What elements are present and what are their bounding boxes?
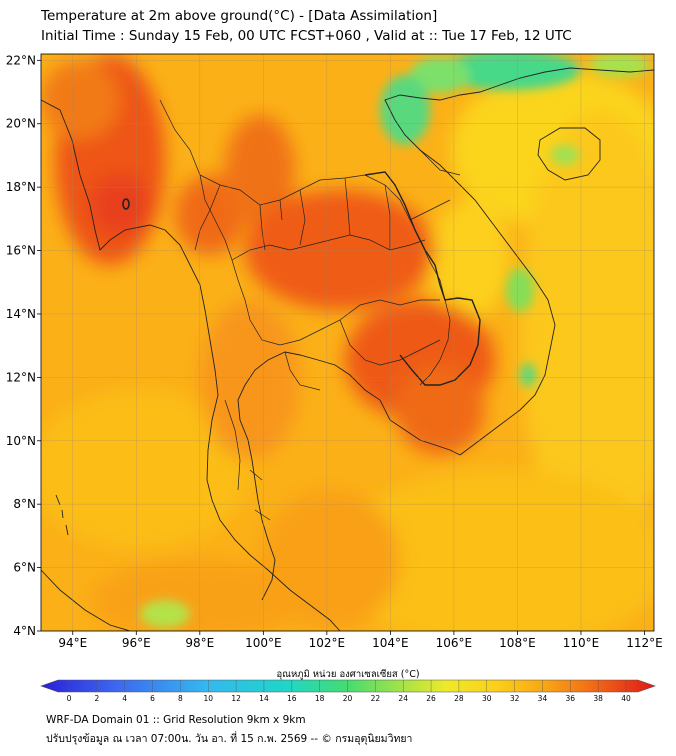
lon-tick-label: 112°E (626, 636, 663, 650)
colorbar-tick-label: 0 (67, 694, 72, 703)
colorbar-tick-label: 38 (593, 694, 603, 703)
footer-resolution: WRF-DA Domain 01 :: Grid Resolution 9km … (46, 714, 306, 726)
colorbar-ticks: 0 2 4 6 8 10 12 14 16 18 20 22 24 26 28 30 32 34 36 38 40 (67, 680, 631, 703)
colorbar-tick-label: 18 (315, 694, 325, 703)
colorbar-tick-label: 24 (398, 694, 408, 703)
lon-tick-label: 104°E (372, 636, 409, 650)
border-lines (159, 99, 451, 386)
latitude-axis: 22°N 20°N 18°N 16°N 14°N 12°N 10°N 8°N 6°N 4°N (6, 53, 41, 638)
lat-tick-label: 18°N (6, 180, 36, 194)
coastline-myanmar (41, 99, 341, 631)
lat-tick-label: 6°N (13, 561, 36, 575)
lat-tick-label: 14°N (6, 307, 36, 321)
coastline-sumatra (41, 569, 131, 631)
colorbar-tick-label: 4 (122, 694, 127, 703)
map-subtitle: Initial Time : Sunday 15 Feb, 00 UTC FCS… (41, 28, 572, 44)
lon-tick-label: 96°E (122, 636, 151, 650)
coastline-vietnam (384, 67, 654, 456)
lat-tick-label: 16°N (6, 244, 36, 258)
colorbar-tick-label: 20 (343, 694, 353, 703)
colorbar-tick-label: 6 (150, 694, 155, 703)
lon-tick-label: 106°E (436, 636, 473, 650)
lon-tick-label: 108°E (499, 636, 536, 650)
colorbar-tick-label: 34 (538, 694, 548, 703)
lon-tick-label: 98°E (185, 636, 214, 650)
lon-tick-label: 110°E (563, 636, 600, 650)
colorbar-tick-label: 16 (287, 694, 297, 703)
border-bold (364, 171, 481, 386)
lon-tick-label: 102°E (309, 636, 346, 650)
longitude-axis: 94°E 96°E 98°E 100°E 102°E 104°E 106°E 108°E 110… (58, 631, 663, 650)
colorbar-tick-label: 36 (566, 694, 576, 703)
lon-tick-label: 100°E (245, 636, 282, 650)
lat-tick-label: 8°N (13, 497, 36, 511)
colorbar-tick-label: 28 (454, 694, 464, 703)
colorbar-tick-label: 14 (259, 694, 269, 703)
coastline-gulf (237, 351, 461, 601)
lat-tick-label: 12°N (6, 370, 36, 384)
colorbar-tick-label: 12 (231, 694, 241, 703)
lat-tick-label: 4°N (13, 624, 36, 638)
footer-update: ปรับปรุงข้อมูล ณ เวลา 07:00น. วัน อา. ที… (46, 733, 413, 745)
colorbar-tick-label: 32 (510, 694, 520, 703)
plot-frame (40, 53, 655, 632)
map-title-block: Temperature at 2m above ground(°C) - [Da… (41, 6, 572, 46)
coastline-hainan (537, 127, 601, 181)
colorbar-tick-label: 10 (203, 694, 213, 703)
colorbar-tick-label: 8 (178, 694, 183, 703)
coastline-andaman (55, 494, 69, 536)
colorbar-tick-label: 30 (482, 694, 492, 703)
lon-tick-label: 94°E (58, 636, 87, 650)
colorbar (40, 679, 656, 693)
lat-tick-label: 20°N (6, 117, 36, 131)
colorbar-tick-label: 2 (94, 694, 99, 703)
temperature-field (41, 54, 654, 631)
colorbar-tick-label: 22 (371, 694, 381, 703)
boundary-lines (41, 67, 654, 631)
lat-tick-label: 22°N (6, 53, 36, 67)
colorbar-label: อุณหภูมิ หน่วย องศาเซลเซียส (°C) (276, 668, 419, 680)
map-title: Temperature at 2m above ground(°C) - [Da… (41, 8, 438, 24)
lat-tick-label: 10°N (6, 434, 36, 448)
colorbar-tick-label: 40 (621, 694, 631, 703)
colorbar-tick-label: 26 (426, 694, 436, 703)
